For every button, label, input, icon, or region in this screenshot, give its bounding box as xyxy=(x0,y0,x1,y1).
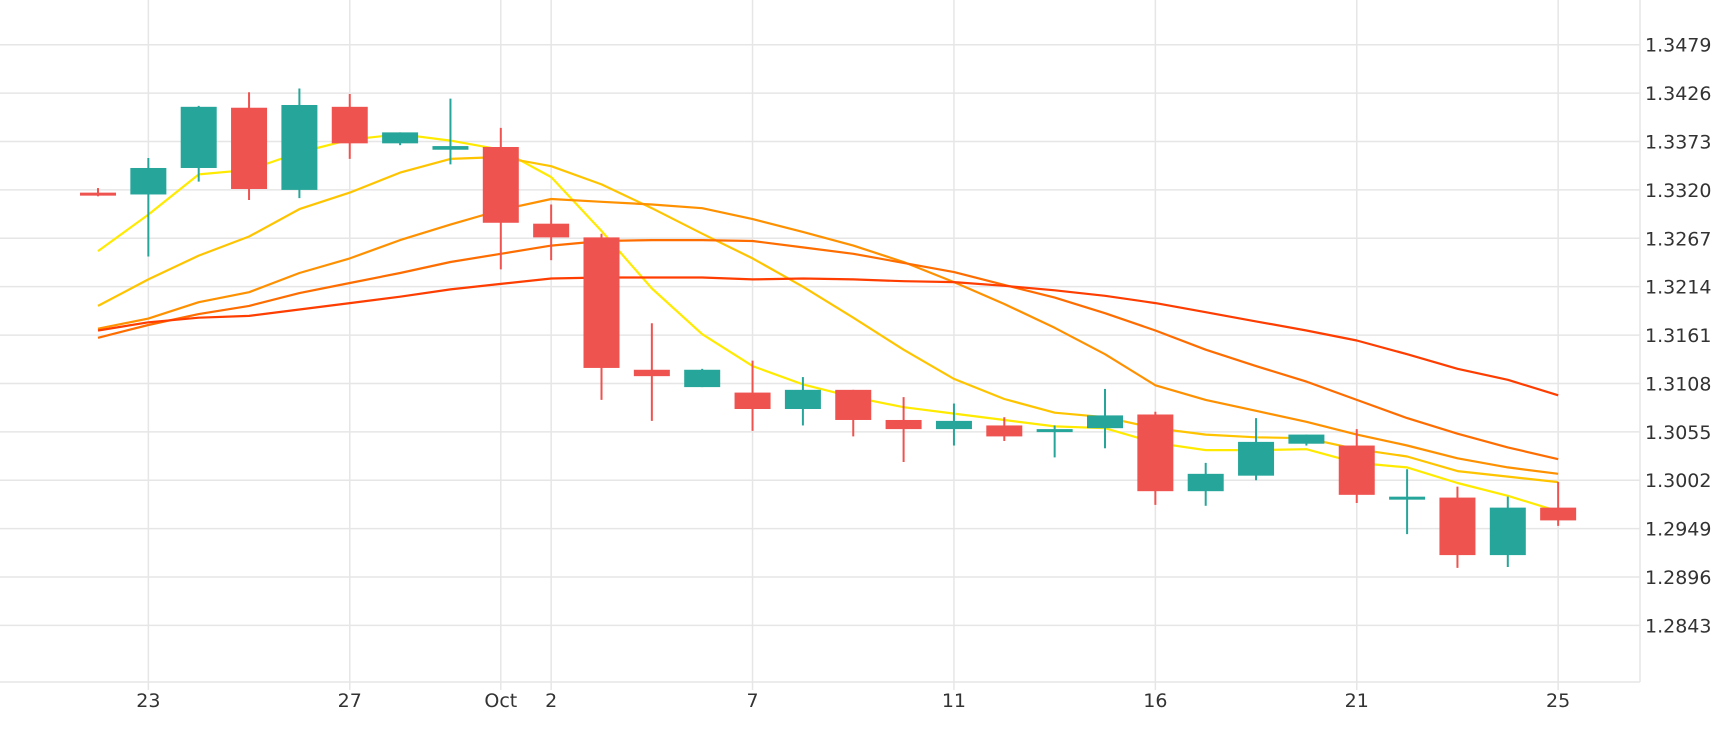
candle-up xyxy=(281,88,318,199)
y-tick-label: 1.3373 xyxy=(1645,132,1711,154)
y-tick-label: 1.3108 xyxy=(1645,373,1711,395)
y-tick-label: 1.3055 xyxy=(1645,422,1711,444)
y-tick-label: 1.2949 xyxy=(1645,519,1711,541)
candle-up xyxy=(935,403,972,446)
x-axis: 23 27 Oct 2 7 11 16 21 25 xyxy=(136,690,1570,712)
candle-up xyxy=(1087,388,1123,449)
candle-body xyxy=(432,146,469,150)
x-tick-label: 16 xyxy=(1143,690,1167,712)
candle-body xyxy=(281,104,318,190)
candle-body xyxy=(1540,507,1577,521)
candle-down xyxy=(986,417,1023,441)
candle-body xyxy=(130,167,167,195)
candle-down xyxy=(231,92,268,200)
y-tick-label: 1.3002 xyxy=(1645,470,1711,492)
candle-down xyxy=(80,188,116,197)
candle-body xyxy=(1036,429,1073,433)
candle-body xyxy=(382,132,419,144)
y-tick-label: 1.3267 xyxy=(1645,228,1711,250)
candle-up xyxy=(1036,425,1073,458)
candle-up xyxy=(1389,469,1426,535)
candle-up xyxy=(180,105,217,182)
candle-body xyxy=(784,389,821,410)
x-tick-label: Oct xyxy=(484,690,517,712)
x-tick-label: 11 xyxy=(942,690,966,712)
y-tick-label: 1.3214 xyxy=(1645,277,1711,299)
x-tick-label: 27 xyxy=(338,690,362,712)
candle-up xyxy=(432,98,469,165)
candle-down xyxy=(482,127,519,270)
candle-body xyxy=(80,192,116,196)
candle-body xyxy=(734,392,771,410)
candle-body xyxy=(482,146,519,223)
candle-up xyxy=(1288,434,1325,446)
candle-up xyxy=(684,368,721,388)
x-tick-label: 23 xyxy=(136,690,160,712)
candle-body xyxy=(1137,414,1174,492)
candle-down xyxy=(633,323,670,421)
x-tick-label: 7 xyxy=(747,690,759,712)
candle-body xyxy=(180,106,217,168)
candle-body xyxy=(1389,496,1426,500)
moving-average-line-4 xyxy=(97,239,1559,461)
candle-body xyxy=(633,369,670,377)
candle-body xyxy=(684,369,721,388)
candle-up xyxy=(1187,462,1224,506)
candle-down xyxy=(885,397,922,462)
candle-down xyxy=(1137,411,1174,505)
candle-body xyxy=(986,425,1023,437)
candle-body xyxy=(583,237,620,368)
candle-down xyxy=(1338,429,1375,504)
candle-up xyxy=(130,157,167,257)
x-tick-label: 25 xyxy=(1546,690,1570,712)
candle-body xyxy=(231,107,268,189)
candle-up xyxy=(382,132,419,146)
candle-body xyxy=(1439,497,1476,556)
candle-up xyxy=(1238,418,1275,481)
candle-down xyxy=(1439,486,1476,568)
candle-down xyxy=(533,204,570,261)
candle-body xyxy=(935,420,972,430)
moving-average-line-2 xyxy=(97,155,1559,484)
y-tick-label: 1.3479 xyxy=(1645,35,1711,57)
y-axis: 1.3479 1.3426 1.3373 1.3320 1.3267 1.3214 1.31… xyxy=(1645,35,1711,638)
candle-down xyxy=(835,389,872,437)
candle-body xyxy=(1489,507,1526,556)
y-tick-label: 1.3320 xyxy=(1645,180,1711,202)
moving-average-line-5 xyxy=(97,276,1559,397)
candle-body xyxy=(533,223,570,238)
candle-body xyxy=(1238,441,1275,476)
candle-body xyxy=(1288,434,1325,444)
x-tick-label: 21 xyxy=(1345,690,1369,712)
candle-body xyxy=(885,419,922,430)
candle-down xyxy=(1540,482,1577,526)
candle-down xyxy=(734,360,771,431)
candle-body xyxy=(1087,415,1123,429)
y-tick-label: 1.3426 xyxy=(1645,83,1711,105)
candle-down xyxy=(583,233,620,400)
moving-average-line-3 xyxy=(97,197,1559,475)
candle-up xyxy=(784,377,821,426)
y-tick-label: 1.2843 xyxy=(1645,615,1711,637)
candle-body xyxy=(1338,445,1375,495)
candle-body xyxy=(1187,473,1224,492)
y-tick-label: 1.2896 xyxy=(1645,567,1711,589)
candle-body xyxy=(835,389,872,420)
candle-up xyxy=(1489,496,1526,567)
x-tick-label: 2 xyxy=(545,690,557,712)
grid-lines xyxy=(0,0,1641,690)
candles xyxy=(80,88,1577,568)
candle-body xyxy=(331,106,368,144)
y-tick-label: 1.3161 xyxy=(1645,325,1711,347)
candle-down xyxy=(331,94,368,159)
